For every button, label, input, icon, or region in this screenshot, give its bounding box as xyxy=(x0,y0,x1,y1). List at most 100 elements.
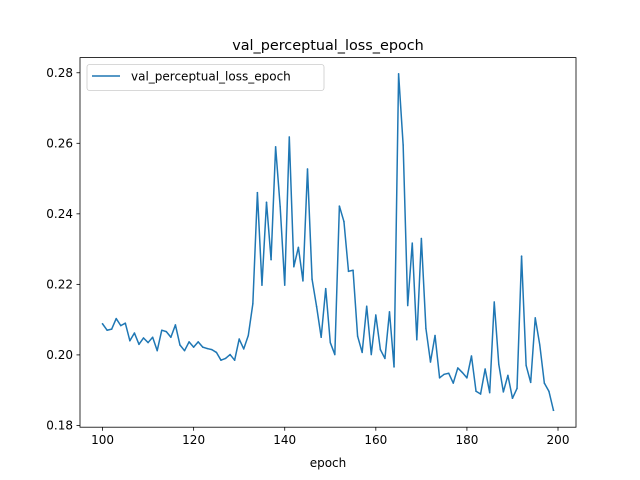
data-point xyxy=(110,328,113,330)
data-point xyxy=(343,220,345,223)
data-point xyxy=(334,353,336,356)
data-point xyxy=(242,348,245,350)
data-point xyxy=(470,355,473,357)
data-point xyxy=(293,265,295,268)
data-point xyxy=(411,242,414,244)
data-point xyxy=(384,357,386,360)
data-point xyxy=(397,73,400,75)
x-axis-label: epoch xyxy=(310,456,347,470)
data-point xyxy=(475,390,477,392)
data-point xyxy=(188,341,190,343)
y-tick-label: 0.18 xyxy=(46,419,73,433)
series-line-0 xyxy=(101,73,555,412)
legend-label: val_perceptual_loss_epoch xyxy=(131,70,291,84)
data-point xyxy=(543,382,546,384)
x-tick-label: 140 xyxy=(273,433,296,447)
data-point xyxy=(124,322,127,324)
data-point xyxy=(247,334,250,337)
data-point xyxy=(106,329,108,331)
data-point xyxy=(329,341,332,344)
data-point xyxy=(479,393,482,395)
data-point xyxy=(461,371,464,374)
data-point xyxy=(484,368,486,370)
data-point xyxy=(206,347,209,350)
data-point xyxy=(183,349,186,352)
data-point xyxy=(147,341,149,344)
data-point xyxy=(252,303,254,305)
data-point xyxy=(120,324,122,327)
data-point xyxy=(406,304,409,307)
data-point xyxy=(261,284,263,286)
data-point xyxy=(365,305,368,307)
data-point xyxy=(420,237,423,240)
data-point xyxy=(211,348,213,351)
data-point xyxy=(529,381,532,384)
data-point xyxy=(324,287,327,290)
data-point xyxy=(443,373,445,376)
data-point xyxy=(170,336,172,339)
data-point xyxy=(133,332,136,334)
data-point xyxy=(101,323,104,325)
data-point xyxy=(393,366,395,368)
data-point xyxy=(283,284,286,286)
data-point xyxy=(416,338,418,341)
data-point xyxy=(352,269,354,272)
data-point xyxy=(302,280,304,282)
data-point xyxy=(425,327,427,330)
data-point xyxy=(156,349,158,352)
data-point xyxy=(493,301,495,303)
data-point xyxy=(279,206,281,208)
x-tick-label: 160 xyxy=(364,433,387,447)
data-point xyxy=(238,338,240,340)
data-point xyxy=(548,390,550,392)
data-point xyxy=(347,270,350,273)
data-point xyxy=(507,374,509,377)
plot-area xyxy=(101,73,555,412)
data-point xyxy=(129,340,131,342)
y-tick-label: 0.24 xyxy=(46,207,73,221)
data-point xyxy=(356,335,359,337)
data-point xyxy=(315,305,318,308)
data-point xyxy=(197,341,199,343)
data-point xyxy=(452,382,454,384)
data-point xyxy=(202,346,204,348)
data-point xyxy=(379,348,382,351)
data-point xyxy=(224,357,227,360)
data-point xyxy=(502,391,505,393)
data-point xyxy=(552,409,555,412)
data-point xyxy=(265,201,268,203)
data-point xyxy=(151,336,154,339)
data-point xyxy=(525,364,527,367)
data-point xyxy=(511,397,514,400)
data-point xyxy=(520,255,523,257)
y-tick-label: 0.28 xyxy=(46,66,73,80)
data-point xyxy=(142,337,145,339)
data-point xyxy=(370,353,373,356)
data-point xyxy=(388,311,391,313)
data-point xyxy=(165,330,168,333)
data-point xyxy=(288,136,291,138)
data-point xyxy=(233,359,236,361)
data-point xyxy=(320,336,322,339)
data-point xyxy=(161,329,163,331)
data-point xyxy=(402,144,404,146)
x-tick-label: 100 xyxy=(91,433,114,447)
data-point xyxy=(192,346,195,348)
data-point xyxy=(220,359,222,361)
data-point xyxy=(534,317,536,319)
y-axis: 0.18 0.20 0.22 0.24 0.26 0.28 xyxy=(46,66,80,433)
data-point xyxy=(438,377,441,379)
data-point xyxy=(297,246,300,249)
data-point xyxy=(498,363,500,366)
data-point xyxy=(539,344,541,346)
data-point xyxy=(447,372,450,374)
data-point xyxy=(375,314,377,316)
data-point xyxy=(516,387,518,390)
y-tick-label: 0.26 xyxy=(46,137,73,151)
x-tick-label: 120 xyxy=(182,433,205,447)
data-point xyxy=(270,258,272,261)
data-point xyxy=(138,343,140,346)
data-point xyxy=(457,367,459,369)
data-point xyxy=(215,351,218,354)
